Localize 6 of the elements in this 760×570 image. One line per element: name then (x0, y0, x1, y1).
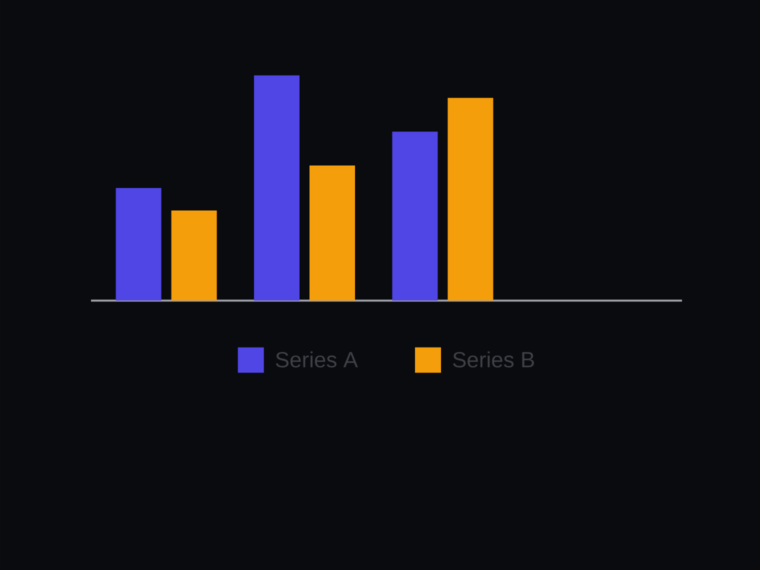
bar (448, 98, 494, 301)
bar (310, 165, 356, 301)
bar (171, 210, 217, 301)
bar (392, 132, 438, 301)
bar (254, 75, 300, 301)
bar (116, 188, 162, 301)
